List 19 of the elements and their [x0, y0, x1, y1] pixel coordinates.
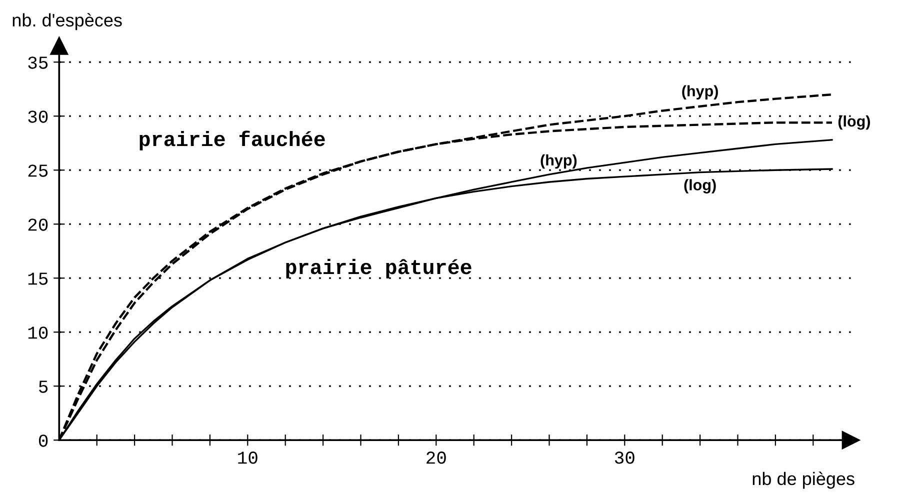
annotation: prairie fauchée: [140, 130, 325, 150]
y-axis-title: nb. d'espèces: [12, 13, 122, 30]
y-tick-label: 25: [28, 164, 48, 177]
x-axis-title: nb de pièges: [752, 472, 854, 489]
y-tick-label: 0: [38, 434, 48, 447]
x-tick-label: 30: [614, 452, 634, 464]
y-tick-label: 10: [28, 326, 48, 339]
x-tick-label: 20: [426, 452, 446, 464]
series-label: (hyp): [682, 85, 718, 100]
series-label: (log): [838, 115, 870, 130]
y-tick-label: 20: [28, 218, 48, 231]
series-label: (log): [684, 179, 716, 194]
y-tick-label: 35: [28, 56, 48, 69]
y-tick-label: 30: [28, 110, 48, 123]
x-tick-label: 10: [238, 452, 258, 464]
y-tick-label: 15: [28, 272, 48, 285]
series-label: (hyp): [540, 154, 577, 169]
annotation: prairie pâturée: [286, 258, 472, 278]
y-tick-label: 5: [39, 380, 48, 393]
